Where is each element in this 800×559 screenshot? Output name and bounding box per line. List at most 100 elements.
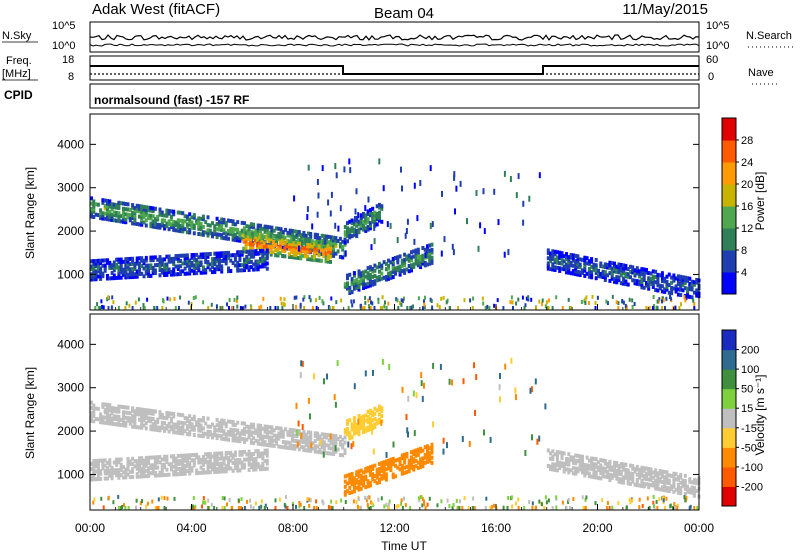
noise-cell [538, 299, 541, 304]
noise-cell [547, 306, 550, 310]
data-cell [626, 476, 630, 481]
data-cell [108, 202, 112, 206]
data-cell [167, 424, 171, 429]
data-cell [400, 258, 404, 263]
data-cell [599, 471, 603, 476]
data-cell [119, 423, 123, 427]
data-cell [629, 275, 632, 280]
noise-cell [509, 300, 512, 305]
data-cell [197, 470, 201, 475]
data-cell [576, 469, 580, 474]
data-cell [112, 210, 116, 215]
data-cell [115, 409, 119, 414]
data-cell [135, 407, 139, 411]
data-cell [359, 221, 363, 226]
data-cell [578, 270, 582, 275]
data-cell [300, 437, 304, 442]
noise-cell [511, 300, 514, 305]
data-cell [265, 443, 269, 447]
data-cell [382, 473, 386, 478]
data-cell [133, 219, 137, 223]
data-cell [663, 276, 667, 281]
data-cell [364, 215, 368, 220]
data-cell [224, 437, 228, 442]
data-cell [108, 204, 112, 209]
data-cell [208, 267, 212, 272]
data-cell [90, 212, 93, 216]
data-cell [215, 417, 219, 422]
data-cell [142, 415, 146, 420]
x-tick-label: 08:00 [278, 521, 308, 535]
data-cell [220, 461, 224, 466]
data-cell [327, 446, 331, 451]
data-cell [359, 486, 363, 491]
data-cell [233, 232, 237, 237]
noise-cell [436, 303, 439, 308]
noise-cell [530, 297, 533, 302]
data-cell [695, 291, 699, 295]
data-cell [176, 423, 180, 427]
data-cell [686, 276, 690, 281]
noise-cell [260, 304, 263, 309]
data-cell [389, 273, 393, 278]
data-cell [117, 417, 121, 422]
data-cell [165, 224, 169, 229]
data-cell [681, 478, 685, 483]
data-cell [92, 464, 96, 469]
data-cell [565, 462, 568, 467]
data-cell [179, 229, 183, 234]
data-cell [247, 265, 251, 270]
scatter-cell [350, 443, 353, 450]
data-cell [348, 436, 352, 441]
noise-cell [567, 497, 570, 502]
data-cell [117, 409, 121, 414]
data-cell [247, 227, 251, 232]
data-cell [615, 471, 619, 476]
data-cell [140, 412, 144, 417]
data-cell [613, 473, 616, 478]
data-cell [629, 476, 632, 481]
power-cells [90, 158, 701, 310]
data-cell [254, 228, 258, 233]
data-cell [352, 286, 356, 291]
noise-cell [409, 506, 412, 510]
data-cell [558, 255, 562, 260]
data-cell [135, 472, 139, 477]
data-cell [373, 424, 377, 429]
data-cell [245, 249, 249, 254]
data-cell [117, 404, 121, 409]
data-cell [348, 232, 352, 237]
data-cell [667, 283, 671, 287]
data-cell [252, 441, 256, 446]
data-cell [149, 466, 153, 470]
data-cell [410, 268, 413, 273]
data-cell [681, 277, 685, 282]
data-cell [115, 417, 119, 422]
data-cell [158, 460, 162, 465]
data-cell [613, 471, 616, 476]
data-cell [172, 256, 176, 261]
data-cell [590, 464, 594, 469]
data-cell [587, 259, 591, 264]
data-cell [201, 468, 205, 472]
data-cell [387, 276, 391, 281]
data-cell [252, 252, 256, 256]
data-cell [183, 469, 187, 474]
data-cell [578, 464, 582, 469]
data-cell [414, 258, 418, 263]
data-cell [176, 428, 180, 433]
scatter-cell [301, 240, 304, 247]
data-cell [261, 254, 265, 258]
data-cell [359, 215, 363, 220]
data-cell [364, 282, 368, 287]
noise-cell [685, 296, 688, 301]
data-cell [555, 255, 559, 260]
data-cell [581, 460, 584, 464]
data-cell [165, 272, 169, 277]
data-cell [147, 208, 151, 213]
data-cell [131, 416, 135, 421]
data-cell [313, 252, 316, 257]
data-cell [144, 205, 148, 210]
data-cell [197, 265, 201, 270]
